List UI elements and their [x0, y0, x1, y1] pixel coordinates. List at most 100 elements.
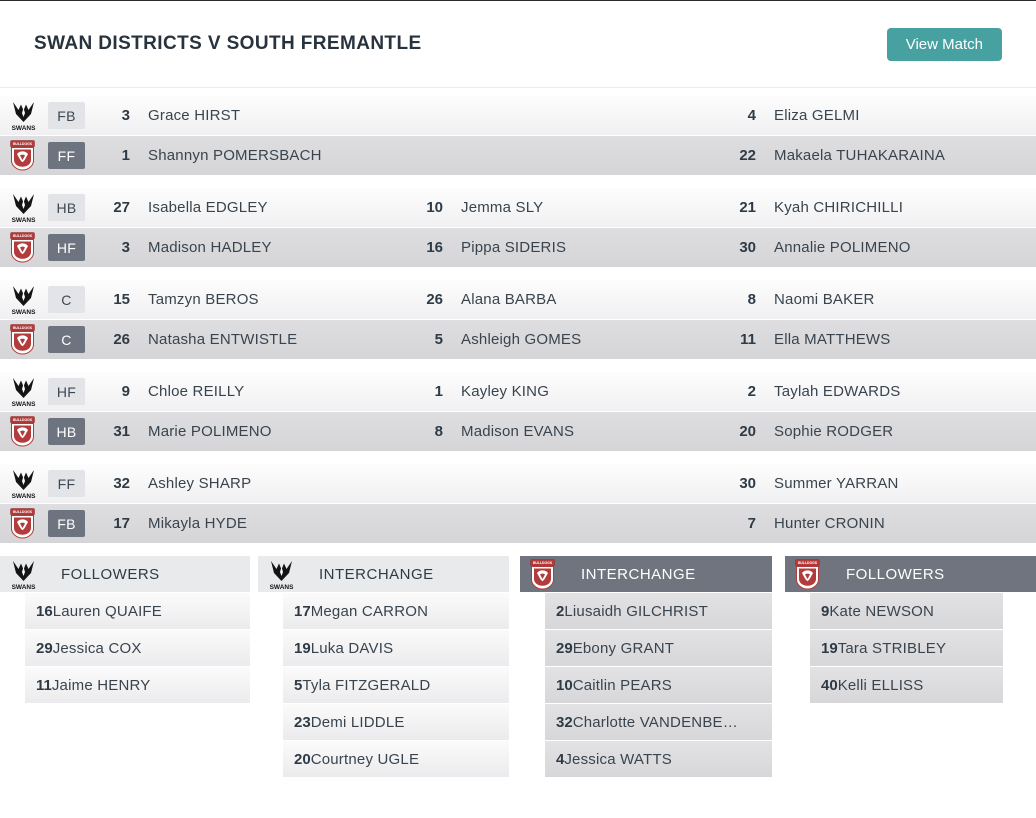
- player-number: 4: [747, 107, 756, 124]
- player-slot[interactable]: 5 Ashleigh GOMES: [398, 331, 711, 348]
- bench-player[interactable]: 10 Caitlin PEARS: [545, 667, 772, 703]
- player-number: 17: [294, 602, 311, 620]
- player-name: Chloe REILLY: [148, 383, 245, 400]
- player-slot[interactable]: 22 Makaela TUHAKARAINA: [711, 147, 1024, 164]
- position-badge: C: [48, 326, 85, 353]
- player-number: 3: [121, 107, 130, 124]
- player-name: Ashley SHARP: [148, 475, 252, 492]
- player-name: Courtney UGLE: [310, 750, 420, 768]
- bulldogs-logo-icon: BULLDOGS: [530, 558, 555, 590]
- player-slot[interactable]: 15 Tamzyn BEROS: [85, 291, 398, 308]
- player-slot[interactable]: [398, 107, 711, 124]
- svg-text:SWANS: SWANS: [12, 401, 37, 407]
- svg-text:SWANS: SWANS: [12, 493, 37, 499]
- bench-player[interactable]: 19 Luka DAVIS: [283, 630, 509, 666]
- player-name: Eliza GELMI: [774, 107, 860, 124]
- player-slot[interactable]: 17 Mikayla HYDE: [85, 515, 398, 532]
- player-slot[interactable]: 3 Grace HIRST: [85, 107, 398, 124]
- player-slot[interactable]: [398, 147, 711, 164]
- lineup-row: SWANS BULLDOGS: [0, 280, 1036, 319]
- bench-panels: SWANS BULLDOGS FOLLOWERS 16: [0, 556, 1036, 778]
- player-number: 8: [747, 291, 756, 308]
- player-slot[interactable]: 1 Shannyn POMERSBACH: [85, 147, 398, 164]
- player-slot[interactable]: 8 Madison EVANS: [398, 423, 711, 440]
- player-slot[interactable]: 2 Taylah EDWARDS: [711, 383, 1024, 400]
- svg-text:BULLDOGS: BULLDOGS: [798, 561, 818, 565]
- player-name: Madison EVANS: [461, 423, 575, 440]
- player-slot[interactable]: 7 Hunter CRONIN: [711, 515, 1024, 532]
- player-slot[interactable]: 30 Annalie POLIMENO: [711, 239, 1024, 256]
- bench-panel-header: SWANS BULLDOGS FOLLOWERS: [0, 556, 250, 592]
- player-number: 32: [556, 713, 573, 731]
- player-slot[interactable]: [398, 475, 711, 492]
- bench-player[interactable]: 2 Liusaidh GILCHRIST: [545, 593, 772, 629]
- player-slot[interactable]: 30 Summer YARRAN: [711, 475, 1024, 492]
- player-slot[interactable]: 20 Sophie RODGER: [711, 423, 1024, 440]
- bench-player[interactable]: 17 Megan CARRON: [283, 593, 509, 629]
- team-logo-cell: SWANS BULLDOGS: [10, 468, 48, 499]
- svg-text:SWANS: SWANS: [12, 217, 37, 223]
- player-slot[interactable]: 8 Naomi BAKER: [711, 291, 1024, 308]
- svg-text:SWANS: SWANS: [12, 125, 37, 131]
- bench-items: 16 Lauren QUAIFE 29 Jessica COX 11 Jaime…: [0, 593, 250, 703]
- field-line-group: SWANS BULLDOGS: [0, 96, 1036, 175]
- bench-player[interactable]: 29 Ebony GRANT: [545, 630, 772, 666]
- player-slot[interactable]: 1 Kayley KING: [398, 383, 711, 400]
- player-number: 19: [821, 639, 838, 657]
- bench-panel: SWANS BULLDOGS INTERCHANGE 17: [258, 556, 509, 778]
- svg-text:BULLDOGS: BULLDOGS: [13, 418, 33, 422]
- player-slots: 9 Chloe REILLY 1 Kayley KING 2 Taylah ED…: [85, 383, 1036, 400]
- player-number: 15: [113, 291, 130, 308]
- position-badge: FB: [48, 102, 85, 129]
- team-logo-cell: SWANS BULLDOGS: [10, 284, 48, 315]
- player-slot[interactable]: 26 Natasha ENTWISTLE: [85, 331, 398, 348]
- bench-player[interactable]: 19 Tara STRIBLEY: [810, 630, 1003, 666]
- bench-player[interactable]: 32 Charlotte VANDENBE…: [545, 704, 772, 740]
- svg-text:SWANS: SWANS: [270, 584, 295, 590]
- player-slot[interactable]: 27 Isabella EDGLEY: [85, 199, 398, 216]
- bench-player[interactable]: 40 Kelli ELLISS: [810, 667, 1003, 703]
- lineup-field: SWANS BULLDOGS: [0, 96, 1036, 543]
- bench-player[interactable]: 11 Jaime HENRY: [25, 667, 250, 703]
- player-slot[interactable]: [398, 515, 711, 532]
- bench-player[interactable]: 16 Lauren QUAIFE: [25, 593, 250, 629]
- view-match-button[interactable]: View Match: [886, 27, 1002, 61]
- player-slot[interactable]: 16 Pippa SIDERIS: [398, 239, 711, 256]
- swans-logo-icon: SWANS: [12, 286, 36, 315]
- player-slot[interactable]: 9 Chloe REILLY: [85, 383, 398, 400]
- bench-player[interactable]: 9 Kate NEWSON: [810, 593, 1003, 629]
- player-number: 40: [821, 676, 838, 694]
- player-name: Jessica COX: [52, 639, 142, 657]
- player-number: 10: [426, 199, 443, 216]
- player-slot[interactable]: 32 Ashley SHARP: [85, 475, 398, 492]
- team-logo-cell: SWANS BULLDOGS: [10, 416, 48, 447]
- bench-player[interactable]: 4 Jessica WATTS: [545, 741, 772, 777]
- player-slot[interactable]: 31 Marie POLIMENO: [85, 423, 398, 440]
- player-name: Madison HADLEY: [148, 239, 272, 256]
- field-line-group: SWANS BULLDOGS: [0, 372, 1036, 451]
- swans-logo-icon: SWANS: [12, 102, 37, 131]
- lineup-row: SWANS BULLDOGS: [0, 372, 1036, 411]
- player-number: 11: [36, 676, 52, 694]
- player-slot[interactable]: 10 Jemma SLY: [398, 199, 711, 216]
- player-slot[interactable]: 21 Kyah CHIRICHILLI: [711, 199, 1024, 216]
- bench-player[interactable]: 20 Courtney UGLE: [283, 741, 509, 777]
- player-slot[interactable]: 11 Ella MATTHEWS: [711, 331, 1024, 348]
- player-slots: 3 Madison HADLEY 16 Pippa SIDERIS 30 Ann…: [85, 239, 1036, 256]
- team-logo-cell: SWANS BULLDOGS: [10, 376, 48, 407]
- panel-logo-cell: SWANS BULLDOGS: [530, 558, 568, 590]
- player-number: 22: [739, 147, 756, 164]
- bench-player[interactable]: 23 Demi LIDDLE: [283, 704, 509, 740]
- page-title: SWAN DISTRICTS V SOUTH FREMANTLE: [34, 33, 422, 54]
- svg-text:BULLDOGS: BULLDOGS: [13, 326, 33, 330]
- bench-player[interactable]: 29 Jessica COX: [25, 630, 250, 666]
- player-slot[interactable]: 4 Eliza GELMI: [711, 107, 1024, 124]
- player-slot[interactable]: 26 Alana BARBA: [398, 291, 711, 308]
- player-name: Luka DAVIS: [310, 639, 394, 657]
- player-number: 1: [434, 383, 443, 400]
- player-name: Tamzyn BEROS: [148, 291, 259, 308]
- player-slot[interactable]: 3 Madison HADLEY: [85, 239, 398, 256]
- player-slots: 32 Ashley SHARP 30 Summer YARRAN: [85, 475, 1036, 492]
- position-badge: FB: [48, 510, 85, 537]
- bench-player[interactable]: 5 Tyla FITZGERALD: [283, 667, 509, 703]
